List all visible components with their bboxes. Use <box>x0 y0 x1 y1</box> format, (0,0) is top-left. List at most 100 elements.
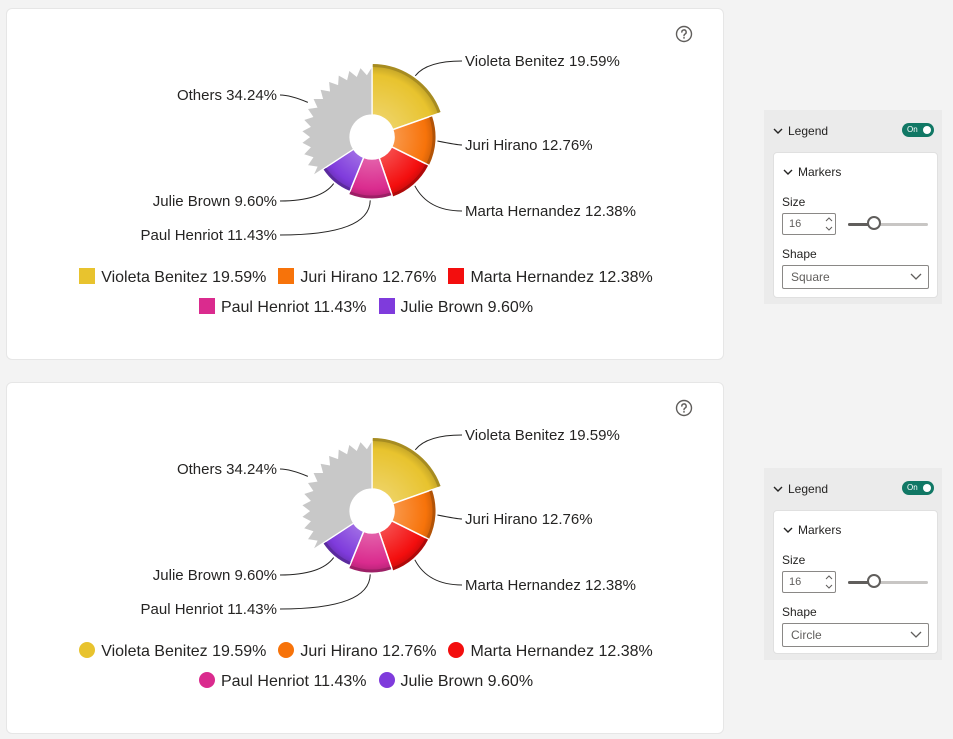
legend-marker <box>278 642 295 658</box>
size-label: Size <box>782 195 806 209</box>
data-label-julie-brown: Julie Brown 9.60% <box>153 193 277 210</box>
legend-marker <box>79 268 96 284</box>
legend-item-julie-brown[interactable]: Julie Brown 9.60% <box>378 293 534 323</box>
legend-item-juri-hirano[interactable]: Juri Hirano 12.76% <box>278 263 436 293</box>
pie-slice-rim <box>392 538 429 571</box>
legend-section-label: Legend <box>788 482 829 496</box>
legend-label: Paul Henriot 11.43% <box>220 673 367 690</box>
leader-line <box>414 434 463 451</box>
pie-slice-julie-brown <box>322 522 365 566</box>
legend-label: Julie Brown 9.60% <box>400 299 534 316</box>
help-circle-icon[interactable] <box>675 399 693 417</box>
pie-slice-juri-hirano <box>390 114 437 167</box>
legend-label: Juri Hirano 12.76% <box>300 269 437 286</box>
markers-header[interactable]: Markers <box>782 165 841 179</box>
data-label-others: Others 34.24% <box>177 87 277 104</box>
leader-line <box>437 140 463 146</box>
pie-slice-juri-hirano <box>390 488 437 541</box>
leader-line <box>414 60 463 77</box>
format-panel-legend: Legend On Markers Size 16 Shape Circle <box>764 468 942 660</box>
shape-select[interactable]: Circle <box>782 623 929 647</box>
data-label-others: Others 34.24% <box>177 461 277 478</box>
size-slider-fill <box>848 223 875 226</box>
legend-marker <box>79 642 96 658</box>
pie-slice-rim <box>426 490 436 539</box>
legend-marker <box>378 298 395 314</box>
data-label-juri-hirano: Juri Hirano 12.76% <box>465 511 593 528</box>
toggle-label: On <box>907 483 918 492</box>
size-input[interactable]: 16 <box>782 571 836 593</box>
leader-line <box>437 514 463 520</box>
legend-item-juri-hirano[interactable]: Juri Hirano 12.76% <box>278 637 436 667</box>
leader-line <box>279 557 335 576</box>
pie-slice-rim <box>426 116 436 165</box>
legend-toggle[interactable]: On <box>902 123 934 137</box>
legend-marker <box>378 672 395 688</box>
size-input[interactable]: 16 <box>782 213 836 235</box>
data-label-violeta-benitez: Violeta Benitez 19.59% <box>465 427 620 444</box>
pie-slice-shape <box>300 64 373 178</box>
legend-item-violeta-benitez[interactable]: Violeta Benitez 19.59% <box>79 637 266 667</box>
shape-value: Square <box>791 270 830 284</box>
leader-line <box>279 183 335 202</box>
pie-slice-rim <box>392 164 429 197</box>
shape-select[interactable]: Square <box>782 265 929 289</box>
pie-slice-rim <box>349 191 392 199</box>
chevron-down-icon <box>910 273 922 280</box>
size-value: 16 <box>789 218 802 230</box>
leader-line <box>414 185 463 212</box>
legend-label: Paul Henriot 11.43% <box>220 299 367 316</box>
legend-item-marta-hernandez[interactable]: Marta Hernandez 12.38% <box>448 637 653 667</box>
spinner-icon[interactable] <box>825 573 833 591</box>
legend-label: Violeta Benitez 19.59% <box>101 269 267 286</box>
legend-section-label: Legend <box>788 124 829 138</box>
pie-slice-marta-hernandez <box>378 145 430 198</box>
legend-section-header[interactable]: Legend On <box>772 476 936 502</box>
markers-label: Markers <box>798 523 842 537</box>
data-label-juri-hirano: Juri Hirano 12.76% <box>465 137 593 154</box>
legend-item-marta-hernandez[interactable]: Marta Hernandez 12.38% <box>448 263 653 293</box>
data-label-marta-hernandez: Marta Hernandez 12.38% <box>465 203 636 220</box>
shape-label: Shape <box>782 605 817 619</box>
toggle-label: On <box>907 125 918 134</box>
chevron-down-icon <box>773 128 783 134</box>
pie-slice-others <box>300 438 373 552</box>
legend-item-julie-brown[interactable]: Julie Brown 9.60% <box>378 667 533 697</box>
data-label-paul-henriot: Paul Henriot 11.43% <box>141 227 277 244</box>
spinner-icon[interactable] <box>825 215 833 233</box>
leader-line <box>279 200 371 236</box>
chevron-down-icon <box>783 527 793 533</box>
pie-slice-rim <box>323 541 351 565</box>
legend-toggle[interactable]: On <box>902 481 934 495</box>
legend-label: Marta Hernandez 12.38% <box>470 643 653 660</box>
data-label-paul-henriot: Paul Henriot 11.43% <box>141 601 277 618</box>
legend-item-paul-henriot[interactable]: Paul Henriot 11.43% <box>198 293 367 323</box>
size-value: 16 <box>789 576 802 588</box>
size-slider[interactable] <box>848 216 928 230</box>
leader-line <box>279 574 371 610</box>
format-panel-legend: Legend On Markers Size 16 Shape Square <box>764 110 942 304</box>
leader-line <box>279 468 309 477</box>
chart-legend: Violeta Benitez 19.59% Juri Hirano 12.76%… <box>7 637 725 697</box>
leader-line <box>414 559 463 586</box>
size-slider[interactable] <box>848 574 928 588</box>
chevron-down-icon <box>773 486 783 492</box>
legend-label: Juri Hirano 12.76% <box>300 643 437 660</box>
help-circle-icon[interactable] <box>675 25 693 43</box>
chevron-down-icon <box>783 169 793 175</box>
legend-item-paul-henriot[interactable]: Paul Henriot 11.43% <box>198 667 367 697</box>
size-slider-thumb[interactable] <box>867 216 882 230</box>
chart-legend: Violeta Benitez 19.59% Juri Hirano 12.76%… <box>7 263 725 323</box>
legend-marker <box>198 672 215 688</box>
markers-header[interactable]: Markers <box>782 523 841 537</box>
legend-label: Violeta Benitez 19.59% <box>101 643 267 660</box>
legend-marker <box>448 268 465 284</box>
pie-slice-violeta-benitez <box>371 63 442 131</box>
size-slider-thumb[interactable] <box>867 574 882 588</box>
pie-chart: Violeta Benitez 19.59% Juri Hirano 12.76%… <box>141 53 636 244</box>
pie-slice-violeta-benitez <box>371 437 442 505</box>
legend-item-violeta-benitez[interactable]: Violeta Benitez 19.59% <box>79 263 266 293</box>
legend-section-header[interactable]: Legend On <box>772 118 936 144</box>
chart-card-circle-legend: Violeta Benitez 19.59% Juri Hirano 12.76%… <box>6 382 724 734</box>
markers-card: Markers Size 16 Shape Square <box>773 152 938 298</box>
